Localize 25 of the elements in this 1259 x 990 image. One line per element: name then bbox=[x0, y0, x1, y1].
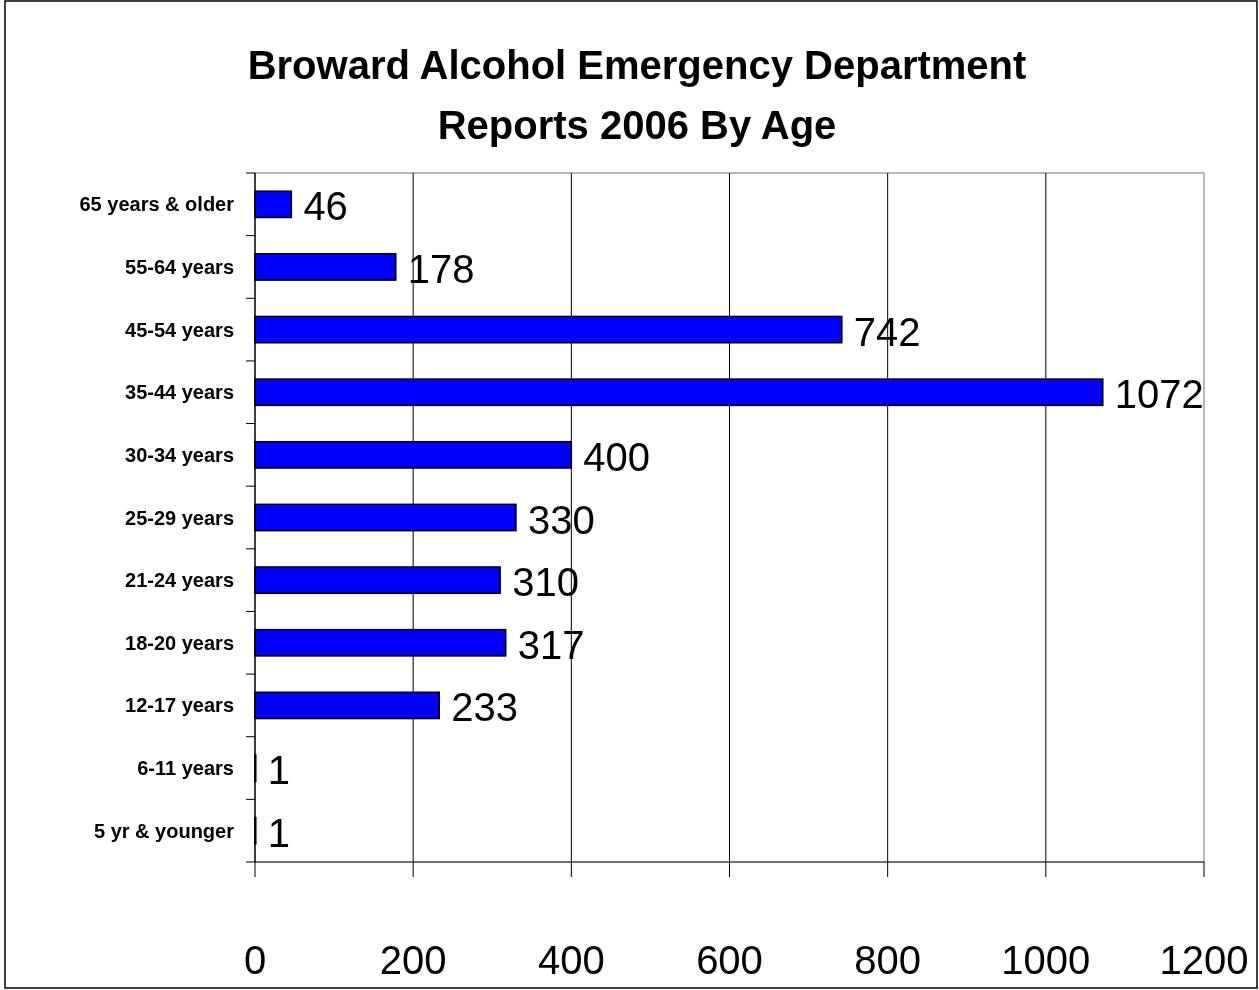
x-tick-label: 1200 bbox=[1159, 938, 1249, 982]
data-label: 1072 bbox=[1114, 372, 1204, 417]
x-tick-label: 800 bbox=[854, 938, 922, 982]
data-label: 233 bbox=[451, 685, 519, 730]
x-tick-label: 600 bbox=[696, 938, 763, 982]
x-tick-label: 1000 bbox=[1001, 938, 1091, 982]
y-tick-label: 12-17 years bbox=[125, 694, 234, 717]
x-tick-label: 200 bbox=[379, 938, 447, 982]
y-tick-label: 45-54 years bbox=[125, 318, 234, 341]
x-tick-label: 0 bbox=[243, 938, 267, 982]
chart-title: Broward Alcohol Emergency Department Reports 2006 By Age bbox=[247, 43, 1027, 147]
y-tick-label: 6-11 years bbox=[137, 757, 234, 780]
y-tick-label: 55-64 years bbox=[125, 255, 234, 278]
y-tick-label: 21-24 years bbox=[125, 569, 234, 592]
y-tick-label: 65 years & older bbox=[79, 193, 235, 216]
y-tick-label: 25-29 years bbox=[125, 506, 234, 529]
data-label: 1 bbox=[267, 748, 291, 793]
y-tick-label: 18-20 years bbox=[125, 631, 234, 654]
data-label: 400 bbox=[583, 434, 651, 479]
data-label: 46 bbox=[303, 184, 348, 229]
data-label: 1 bbox=[267, 810, 291, 855]
y-tick-label: 35-44 years bbox=[125, 381, 234, 404]
y-tick-label: 30-34 years bbox=[125, 443, 234, 466]
x-tick-label: 400 bbox=[537, 938, 605, 982]
y-tick-label: 5 yr & younger bbox=[93, 819, 235, 842]
